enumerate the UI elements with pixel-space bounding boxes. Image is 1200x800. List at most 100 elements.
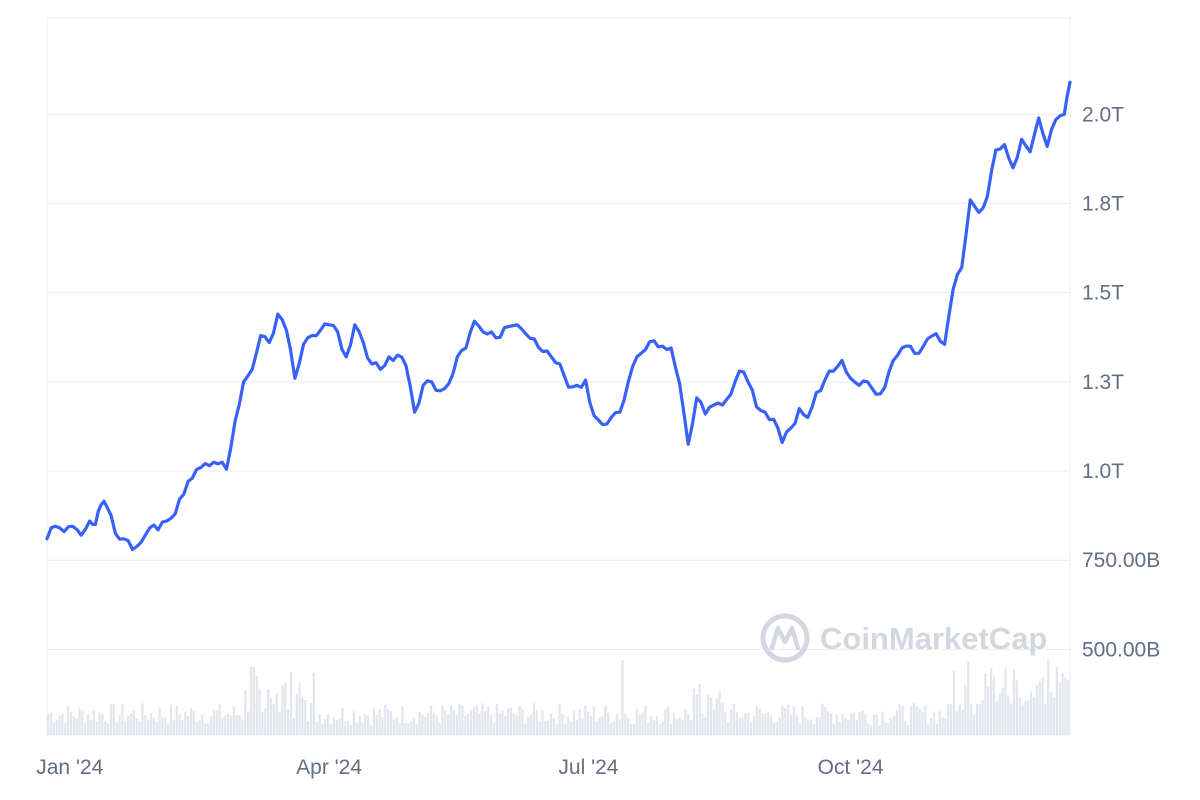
volume-bar [1064, 677, 1067, 735]
volume-bar [867, 722, 870, 735]
volume-bar [784, 708, 787, 735]
volume-bar [892, 715, 896, 735]
volume-bar [244, 690, 247, 735]
volume-bar [927, 724, 930, 735]
volume-bar [398, 723, 401, 735]
volume-bar [512, 713, 516, 735]
volume-bar [509, 707, 513, 735]
volume-bar [832, 723, 836, 735]
volume-bar [1024, 700, 1027, 735]
volume-bar [741, 717, 744, 735]
volume-bar [727, 722, 730, 735]
volume-bar [978, 704, 981, 735]
volume-bar [964, 684, 967, 735]
volume-bar [289, 671, 293, 735]
volume-bar [592, 706, 596, 735]
volume-bar [824, 707, 827, 735]
volume-bar [864, 714, 867, 735]
volume-bar [881, 711, 884, 735]
volume-bar [429, 705, 433, 735]
volume-bar [1018, 697, 1021, 735]
volume-bar [1041, 677, 1044, 735]
volume-bar [767, 711, 770, 735]
volume-bar [241, 719, 244, 735]
volume-bar [369, 724, 373, 735]
volume-bar [804, 717, 807, 735]
volume-bar [301, 696, 304, 735]
volume-bar [641, 712, 644, 735]
volume-bar [367, 715, 370, 735]
volume-bar [947, 704, 950, 735]
volume-bar [884, 722, 887, 735]
volume-bar [427, 713, 430, 735]
volume-bar [989, 668, 993, 735]
volume-bar [109, 704, 113, 735]
volume-bar [998, 693, 1001, 735]
volume-bar [1009, 703, 1013, 735]
volume-bar [281, 684, 284, 735]
volume-bar [809, 719, 813, 735]
volume-bar [1038, 681, 1041, 735]
volume-bar [669, 724, 673, 735]
volume-bar [938, 711, 941, 735]
volume-bar [355, 723, 358, 735]
y-tick-label: 1.5T [1082, 282, 1124, 305]
volume-bar [764, 713, 767, 735]
volume-bar [312, 672, 316, 735]
volume-bar [604, 705, 607, 735]
volume-bar [1058, 683, 1061, 735]
volume-bar [189, 708, 193, 735]
volume-bar [721, 702, 724, 735]
volume-bar [309, 703, 313, 735]
volume-bar [961, 709, 964, 735]
volume-bar [258, 688, 261, 735]
volume-bar [181, 719, 184, 735]
volume-bar [375, 715, 378, 735]
volume-bar [507, 708, 510, 735]
volume-bar [752, 716, 756, 735]
volume-bar [575, 719, 578, 735]
volume-bar [55, 719, 58, 735]
volume-bar [229, 715, 233, 735]
volume-bar [432, 713, 436, 735]
volume-bar [1029, 691, 1033, 735]
volume-bar [744, 712, 747, 735]
volume-bar [169, 704, 173, 735]
volume-bars [47, 659, 1070, 735]
volume-bar [338, 718, 341, 735]
volume-bar [424, 716, 427, 735]
volume-bar [984, 673, 987, 735]
volume-bar [921, 712, 924, 735]
volume-bar [518, 705, 521, 735]
volume-bar [295, 693, 298, 735]
volume-bar [158, 708, 161, 735]
volume-bar [144, 715, 147, 735]
volume-bar [261, 711, 264, 735]
volume-bar [464, 715, 467, 735]
volume-bar [707, 694, 710, 735]
volume-bar [532, 703, 536, 735]
volume-bar [49, 712, 53, 735]
volume-bar [401, 705, 404, 735]
volume-bar [801, 705, 804, 735]
volume-bar [495, 703, 498, 735]
volume-bar [624, 713, 627, 735]
volume-bar [272, 703, 276, 735]
volume-bar [941, 716, 944, 735]
volume-bar [924, 704, 927, 735]
volume-bar [627, 717, 630, 735]
series-line [45, 80, 1072, 552]
y-axis-labels: 500.00B 750.00B 1.0T 1.3T 1.5T 1.8T 2.0T [1082, 103, 1160, 661]
volume-bar [515, 715, 518, 735]
volume-bar [195, 722, 198, 735]
volume-bar [738, 717, 741, 735]
volume-bar [224, 715, 227, 735]
volume-bar [684, 708, 687, 735]
volume-bar [198, 720, 201, 735]
volume-bar [569, 720, 573, 735]
volume-bar [584, 705, 587, 735]
volume-bar [949, 704, 953, 735]
volume-bar [252, 666, 255, 735]
volume-bar [72, 715, 75, 735]
